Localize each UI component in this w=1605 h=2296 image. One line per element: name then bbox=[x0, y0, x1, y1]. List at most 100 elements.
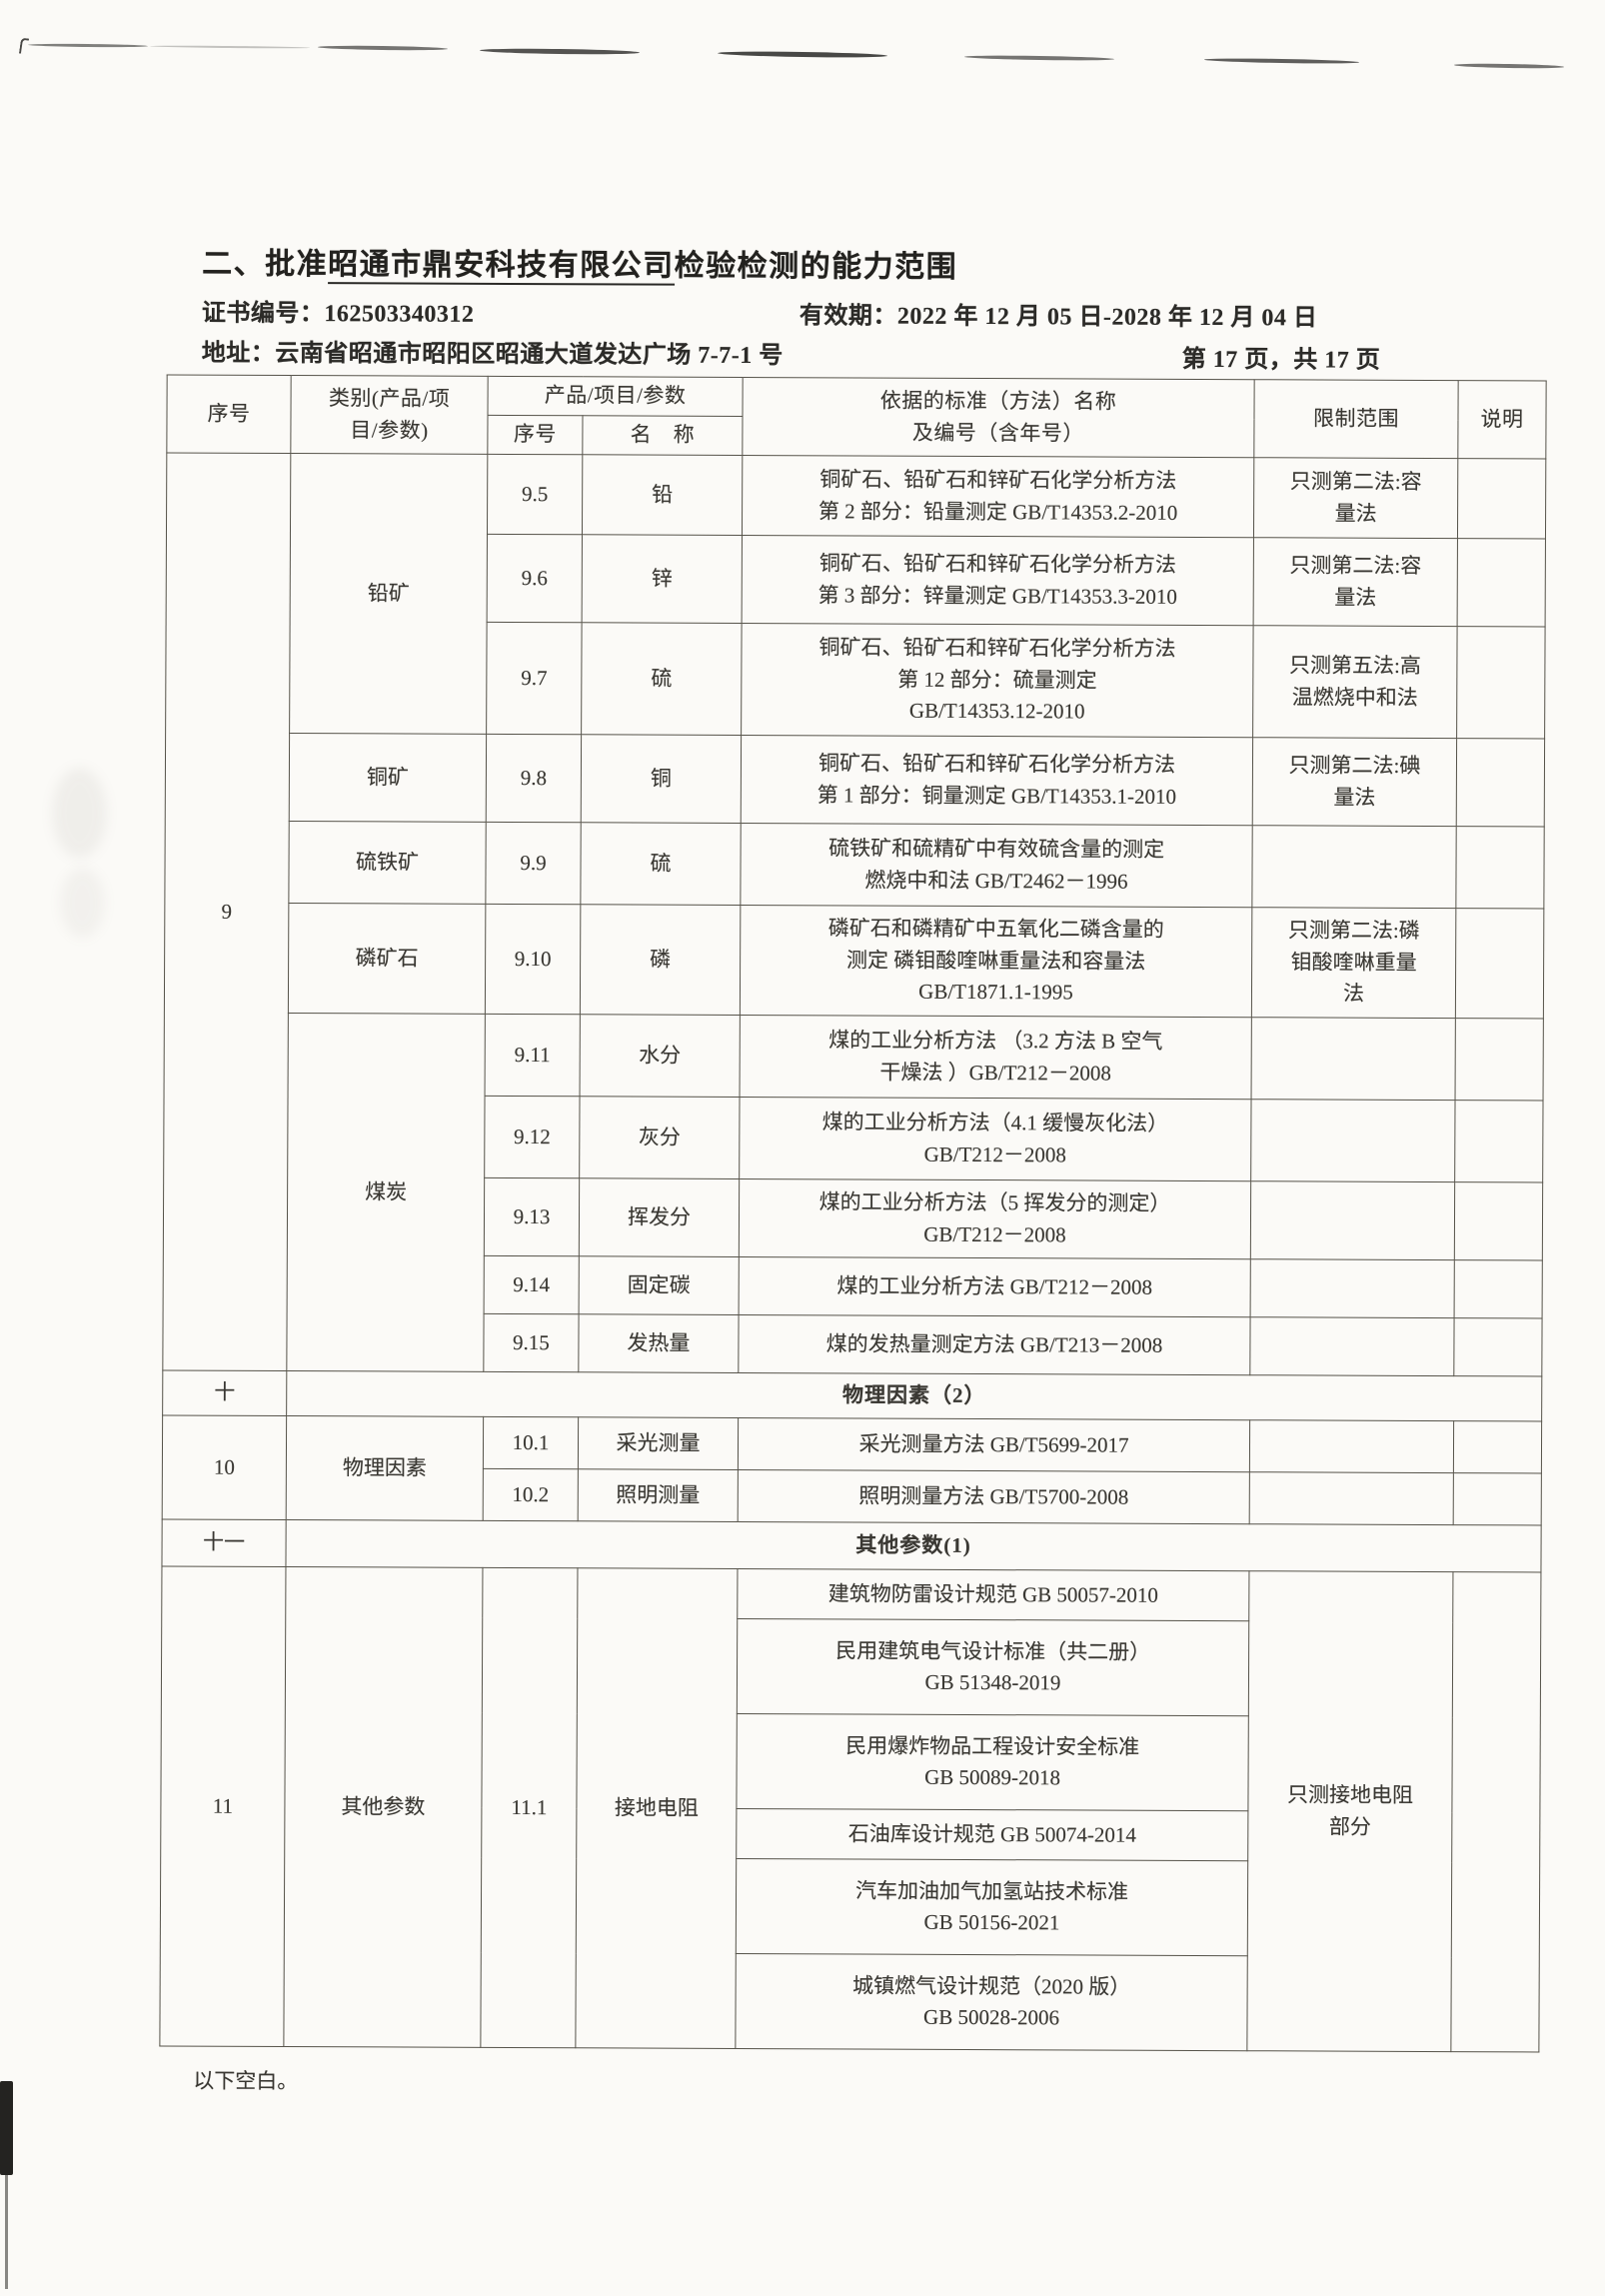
note-cell bbox=[1456, 738, 1545, 827]
header-category: 类别(产品/项 目/参数) bbox=[290, 375, 489, 455]
page-number-info: 第 17 页，共 17 页 bbox=[1181, 346, 1381, 374]
header-seq: 序号 bbox=[166, 374, 292, 454]
note-cell bbox=[1450, 1571, 1541, 2052]
standard-cell: 照明测量方法 GB/T5700-2008 bbox=[738, 1469, 1250, 1524]
standard-cell: 磷矿石和磷精矿中五氧化二磷含量的 测定 磷钼酸喹啉重量法和容量法 GB/T187… bbox=[740, 905, 1252, 1018]
seq-cell: 9.12 bbox=[484, 1096, 581, 1178]
section-seq-cell: 十 bbox=[162, 1369, 287, 1416]
table-row-9-5: 9 铅矿 9.5 铅 铜矿石、铅矿石和锌矿石化学分析方法 第 2 部分：铅量测定… bbox=[162, 452, 1546, 1371]
certificate-number: 证书编号：162503340312 bbox=[202, 293, 475, 329]
title-prefix: 二、批准 bbox=[202, 247, 329, 282]
note-cell bbox=[1457, 458, 1546, 539]
name-cell: 铅 bbox=[582, 454, 743, 536]
seq-cell: 9.5 bbox=[487, 454, 583, 535]
note-cell bbox=[1455, 1018, 1544, 1101]
validity-value: 2022 年 12 月 05 日-2028 年 12 月 04 日 bbox=[896, 303, 1318, 332]
section-banner-row-10: 十 物理因素（2） bbox=[162, 1369, 1542, 1421]
standard-cell: 煤的工业分析方法 GB/T212－2008 bbox=[739, 1256, 1251, 1317]
address-value: 云南省昭通市昭阳区昭通大道发达广场 7-7-1 号 bbox=[275, 340, 784, 370]
limit-cell: 只测第二法:磷 钼酸喹啉重量 法 bbox=[1251, 907, 1456, 1019]
standard-cell: 采光测量方法 GB/T5699-2017 bbox=[738, 1417, 1250, 1472]
note-cell bbox=[1454, 1181, 1543, 1260]
section-banner-row-11: 十一 其他参数(1) bbox=[161, 1518, 1542, 1572]
name-cell: 接地电阻 bbox=[575, 1567, 738, 2049]
capability-table-container: 序号 类别(产品/项 目/参数) 产品/项目/参数 依据的标准（方法）名称 及编… bbox=[159, 374, 1547, 2100]
note-cell bbox=[1453, 1472, 1542, 1525]
limit-cell: 只测第二法:碘 量法 bbox=[1252, 737, 1457, 827]
table-row-9-8: 铜矿 9.8 铜 铜矿石、铅矿石和锌矿石化学分析方法 第 1 部分：铜量测定 G… bbox=[165, 733, 1545, 827]
capability-table: 序号 类别(产品/项 目/参数) 产品/项目/参数 依据的标准（方法）名称 及编… bbox=[159, 374, 1547, 2052]
section-banner-label: 其他参数(1) bbox=[285, 1519, 1542, 1572]
category-cell: 煤炭 bbox=[286, 1013, 486, 1372]
standard-cell: 煤的工业分析方法 （3.2 方法 B 空气 干燥法 ）GB/T212－2008 bbox=[740, 1015, 1252, 1100]
note-cell bbox=[1455, 908, 1544, 1019]
address-label: 地址： bbox=[201, 340, 276, 367]
limit-cell bbox=[1250, 1099, 1456, 1182]
note-cell bbox=[1456, 626, 1546, 739]
header-note: 说明 bbox=[1457, 380, 1547, 459]
title-company-underlined: 昭通市鼎安科技有限公司 bbox=[328, 248, 675, 286]
limit-cell bbox=[1250, 1258, 1455, 1318]
name-cell: 灰分 bbox=[579, 1096, 741, 1179]
standard-cell: 铜矿石、铅矿石和锌矿石化学分析方法 第 3 部分：锌量测定 GB/T14353.… bbox=[742, 535, 1254, 626]
seq-cell: 10.2 bbox=[483, 1468, 579, 1521]
standard-cell: 铜矿石、铅矿石和锌矿石化学分析方法 第 2 部分：铅量测定 GB/T14353.… bbox=[742, 455, 1254, 538]
category-cell: 物理因素 bbox=[286, 1415, 484, 1521]
limit-cell: 只测接地电阻 部分 bbox=[1246, 1570, 1453, 2052]
note-cell bbox=[1454, 1100, 1544, 1182]
name-cell: 磷 bbox=[580, 904, 741, 1016]
name-cell: 发热量 bbox=[578, 1313, 740, 1373]
header-sub-name: 名 称 bbox=[582, 415, 744, 456]
category-cell: 磷矿石 bbox=[288, 903, 486, 1015]
group-seq-cell: 11 bbox=[159, 1565, 286, 2047]
title-suffix: 检验检测的能力范围 bbox=[674, 249, 958, 284]
standard-cell: 铜矿石、铅矿石和锌矿石化学分析方法 第 12 部分：硫量测定 GB/T14353… bbox=[741, 623, 1254, 738]
seq-cell: 9.14 bbox=[484, 1255, 580, 1314]
standard-cell: 民用建筑电气设计标准（共二册） GB 51348-2019 bbox=[737, 1618, 1249, 1716]
section-banner-label: 物理因素（2） bbox=[286, 1370, 1542, 1421]
standard-cell: 建筑物防雷设计规范 GB 50057-2010 bbox=[737, 1568, 1249, 1621]
name-cell: 硫 bbox=[581, 622, 743, 736]
name-cell: 水分 bbox=[580, 1014, 741, 1098]
table-row-9-10: 磷矿石 9.10 磷 磷矿石和磷精矿中五氧化二磷含量的 测定 磷钼酸喹啉重量法和… bbox=[164, 903, 1544, 1019]
category-cell: 铅矿 bbox=[289, 453, 488, 735]
seq-cell: 9.10 bbox=[485, 904, 581, 1015]
standard-cell: 煤的工业分析方法（4.1 缓慢灰化法） GB/T212－2008 bbox=[739, 1097, 1252, 1181]
certificate-number-value: 162503340312 bbox=[324, 301, 475, 328]
limit-cell bbox=[1251, 825, 1457, 909]
standard-cell: 煤的发热量测定方法 GB/T213－2008 bbox=[738, 1314, 1251, 1375]
validity-label: 有效期： bbox=[799, 303, 897, 330]
standard-cell: 民用爆炸物品工程设计安全标准 GB 50089-2018 bbox=[736, 1713, 1249, 1811]
seq-cell: 9.11 bbox=[485, 1014, 581, 1097]
limit-cell: 只测第二法:容 量法 bbox=[1253, 457, 1458, 539]
table-header: 序号 类别(产品/项 目/参数) 产品/项目/参数 依据的标准（方法）名称 及编… bbox=[166, 374, 1547, 459]
name-cell: 锌 bbox=[582, 534, 743, 624]
limit-cell: 只测第五法:高 温燃烧中和法 bbox=[1252, 625, 1458, 739]
note-cell bbox=[1453, 1420, 1542, 1473]
note-cell bbox=[1455, 826, 1545, 909]
standard-cell: 硫铁矿和硫精矿中有效硫含量的测定 燃烧中和法 GB/T2462－1996 bbox=[740, 823, 1253, 908]
seq-cell: 9.9 bbox=[485, 822, 582, 905]
standard-cell: 汽车加油加气加氢站技术标准 GB 50156-2021 bbox=[736, 1858, 1248, 1956]
header-standard: 依据的标准（方法）名称 及编号（含年号） bbox=[742, 377, 1255, 458]
validity-period: 有效期：2022 年 12 月 05 日-2028 年 12 月 04 日 bbox=[800, 295, 1318, 332]
name-cell: 采光测量 bbox=[578, 1416, 739, 1470]
note-cell bbox=[1457, 538, 1546, 627]
seq-cell: 11.1 bbox=[480, 1567, 578, 2048]
seq-cell: 10.1 bbox=[483, 1416, 579, 1469]
standard-cell: 石油库设计规范 GB 50074-2014 bbox=[736, 1808, 1248, 1861]
standard-cell: 铜矿石、铅矿石和锌矿石化学分析方法 第 1 部分：铜量测定 GB/T14353.… bbox=[741, 735, 1253, 826]
table-row-11-1a: 11 其他参数 11.1 接地电阻 建筑物防雷设计规范 GB 50057-201… bbox=[159, 1565, 1541, 2052]
category-cell: 硫铁矿 bbox=[288, 821, 487, 905]
group-seq-cell: 9 bbox=[162, 452, 291, 1371]
name-cell: 铜 bbox=[581, 734, 742, 824]
limit-cell bbox=[1249, 1471, 1454, 1525]
note-cell bbox=[1454, 1259, 1543, 1318]
limit-cell bbox=[1251, 1017, 1456, 1101]
footer-note: 以下空白。 bbox=[193, 2068, 299, 2094]
standard-cell: 城镇燃气设计规范（2020 版） GB 50028-2006 bbox=[735, 1953, 1248, 2051]
seq-cell: 9.8 bbox=[486, 734, 582, 823]
table-row-9-9: 硫铁矿 9.9 硫 硫铁矿和硫精矿中有效硫含量的测定 燃烧中和法 GB/T246… bbox=[165, 821, 1545, 909]
note-cell bbox=[1453, 1317, 1543, 1376]
name-cell: 硫 bbox=[580, 822, 742, 906]
